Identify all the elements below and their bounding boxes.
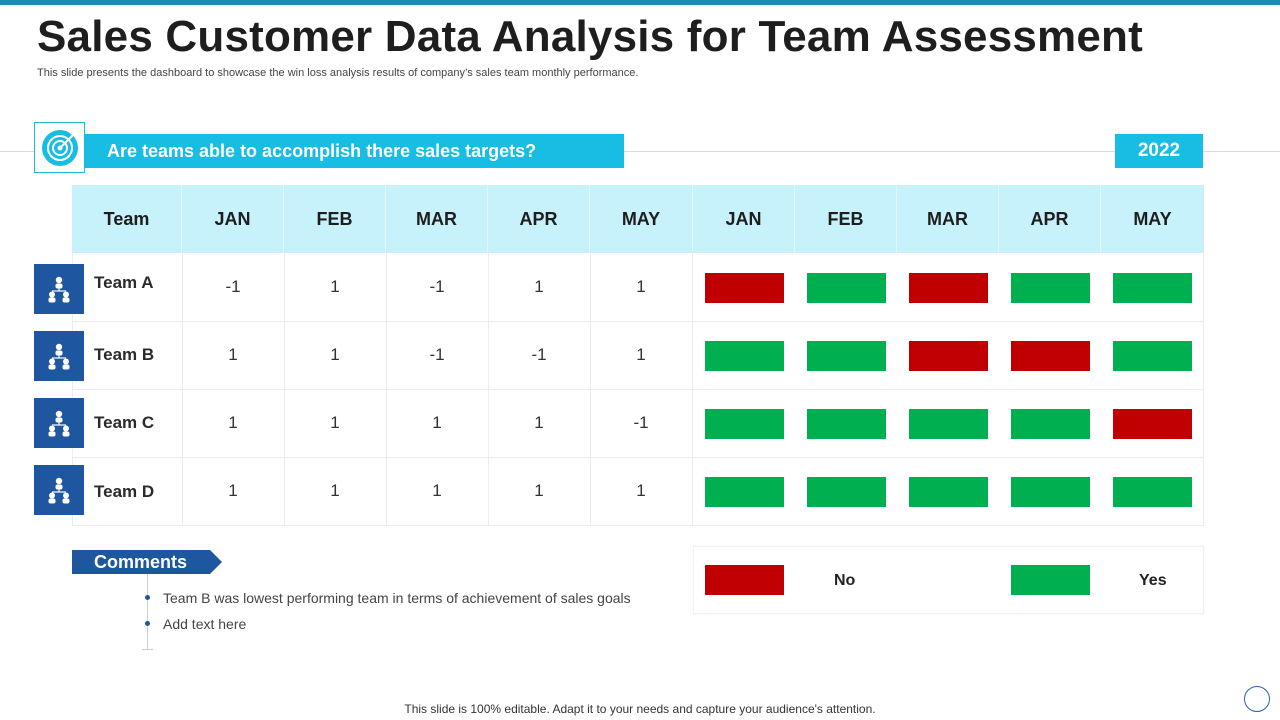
header-value-mar: MAR [386,185,488,253]
value-cell: 1 [534,277,544,296]
row-divider [72,525,1204,526]
value-cell: 1 [228,413,238,432]
status-box-no [1113,409,1192,439]
team-name: Team A [94,273,154,292]
team-name: Team D [94,482,155,501]
status-legend: No Yes [693,546,1204,614]
team-name: Team C [94,413,155,432]
legend-no-swatch [705,565,784,595]
top-accent-strip [0,0,1280,5]
question-banner: Are teams able to accomplish there sales… [85,134,624,168]
value-cell: 1 [534,413,544,432]
page-subtitle: This slide presents the dashboard to sho… [37,67,639,79]
status-box-yes [1113,341,1192,371]
header-status-jan: JAN [693,185,795,253]
team-performance-table: Team JAN FEB MAR APR MAY JAN FEB MAR APR… [72,185,1204,526]
divider-line [0,151,1280,152]
value-cell: -1 [531,345,547,364]
value-cell: 1 [330,413,340,432]
value-cell: 1 [330,277,340,296]
status-box-yes [909,477,988,507]
team-icon [34,465,84,515]
header-status-may: MAY [1101,185,1204,253]
value-cell: 1 [636,481,646,500]
value-cell: 1 [432,413,442,432]
value-cell: 1 [228,481,238,500]
comments-label: Comments [72,550,222,574]
value-cell: -1 [429,277,445,296]
target-icon [34,122,85,173]
status-box-yes [705,341,784,371]
value-cell: 1 [534,481,544,500]
status-box-yes [807,409,886,439]
legend-yes-swatch [1011,565,1090,595]
row-divider [72,321,1204,322]
team-icon [34,398,84,448]
status-box-yes [807,341,886,371]
value-cell: 1 [636,277,646,296]
header-status-mar: MAR [897,185,999,253]
header-status-feb: FEB [795,185,897,253]
status-box-yes [909,409,988,439]
status-box-yes [1113,273,1192,303]
comments-timeline-line [147,574,148,650]
team-icon [34,331,84,381]
comment-bullet [145,621,150,626]
value-cell: 1 [330,345,340,364]
circle-icon [1244,686,1270,712]
status-box-yes [1113,477,1192,507]
status-box-yes [1011,273,1090,303]
value-cell: -1 [225,277,241,296]
value-cell: 1 [330,481,340,500]
header-value-jan: JAN [182,185,284,253]
status-box-no [909,273,988,303]
value-cell: 1 [432,481,442,500]
comment-item: Add text here [163,616,247,632]
value-cell: -1 [633,413,649,432]
status-box-yes [1011,409,1090,439]
status-box-no [909,341,988,371]
value-cell: 1 [636,345,646,364]
page-title: Sales Customer Data Analysis for Team As… [37,12,1143,61]
status-box-yes [807,477,886,507]
year-badge: 2022 [1115,134,1203,168]
status-box-no [705,273,784,303]
legend-no-label: No [834,572,856,589]
header-status-apr: APR [999,185,1101,253]
value-cell: 1 [228,345,238,364]
comment-bullet [145,595,150,600]
legend-yes-label: Yes [1139,572,1167,589]
footer-note: This slide is 100% editable. Adapt it to… [404,702,876,716]
status-box-yes [705,477,784,507]
comments-timeline-end [142,649,153,650]
status-box-yes [1011,477,1090,507]
row-divider [72,457,1204,458]
status-box-yes [705,409,784,439]
header-value-may: MAY [590,185,693,253]
header-value-feb: FEB [284,185,386,253]
status-box-no [1011,341,1090,371]
value-cell: -1 [429,345,445,364]
team-name: Team B [94,345,155,364]
status-box-yes [807,273,886,303]
team-icon [34,264,84,314]
header-value-apr: APR [488,185,590,253]
comment-item: Team B was lowest performing team in ter… [163,590,631,606]
row-divider [72,389,1204,390]
header-team: Team [72,185,182,253]
